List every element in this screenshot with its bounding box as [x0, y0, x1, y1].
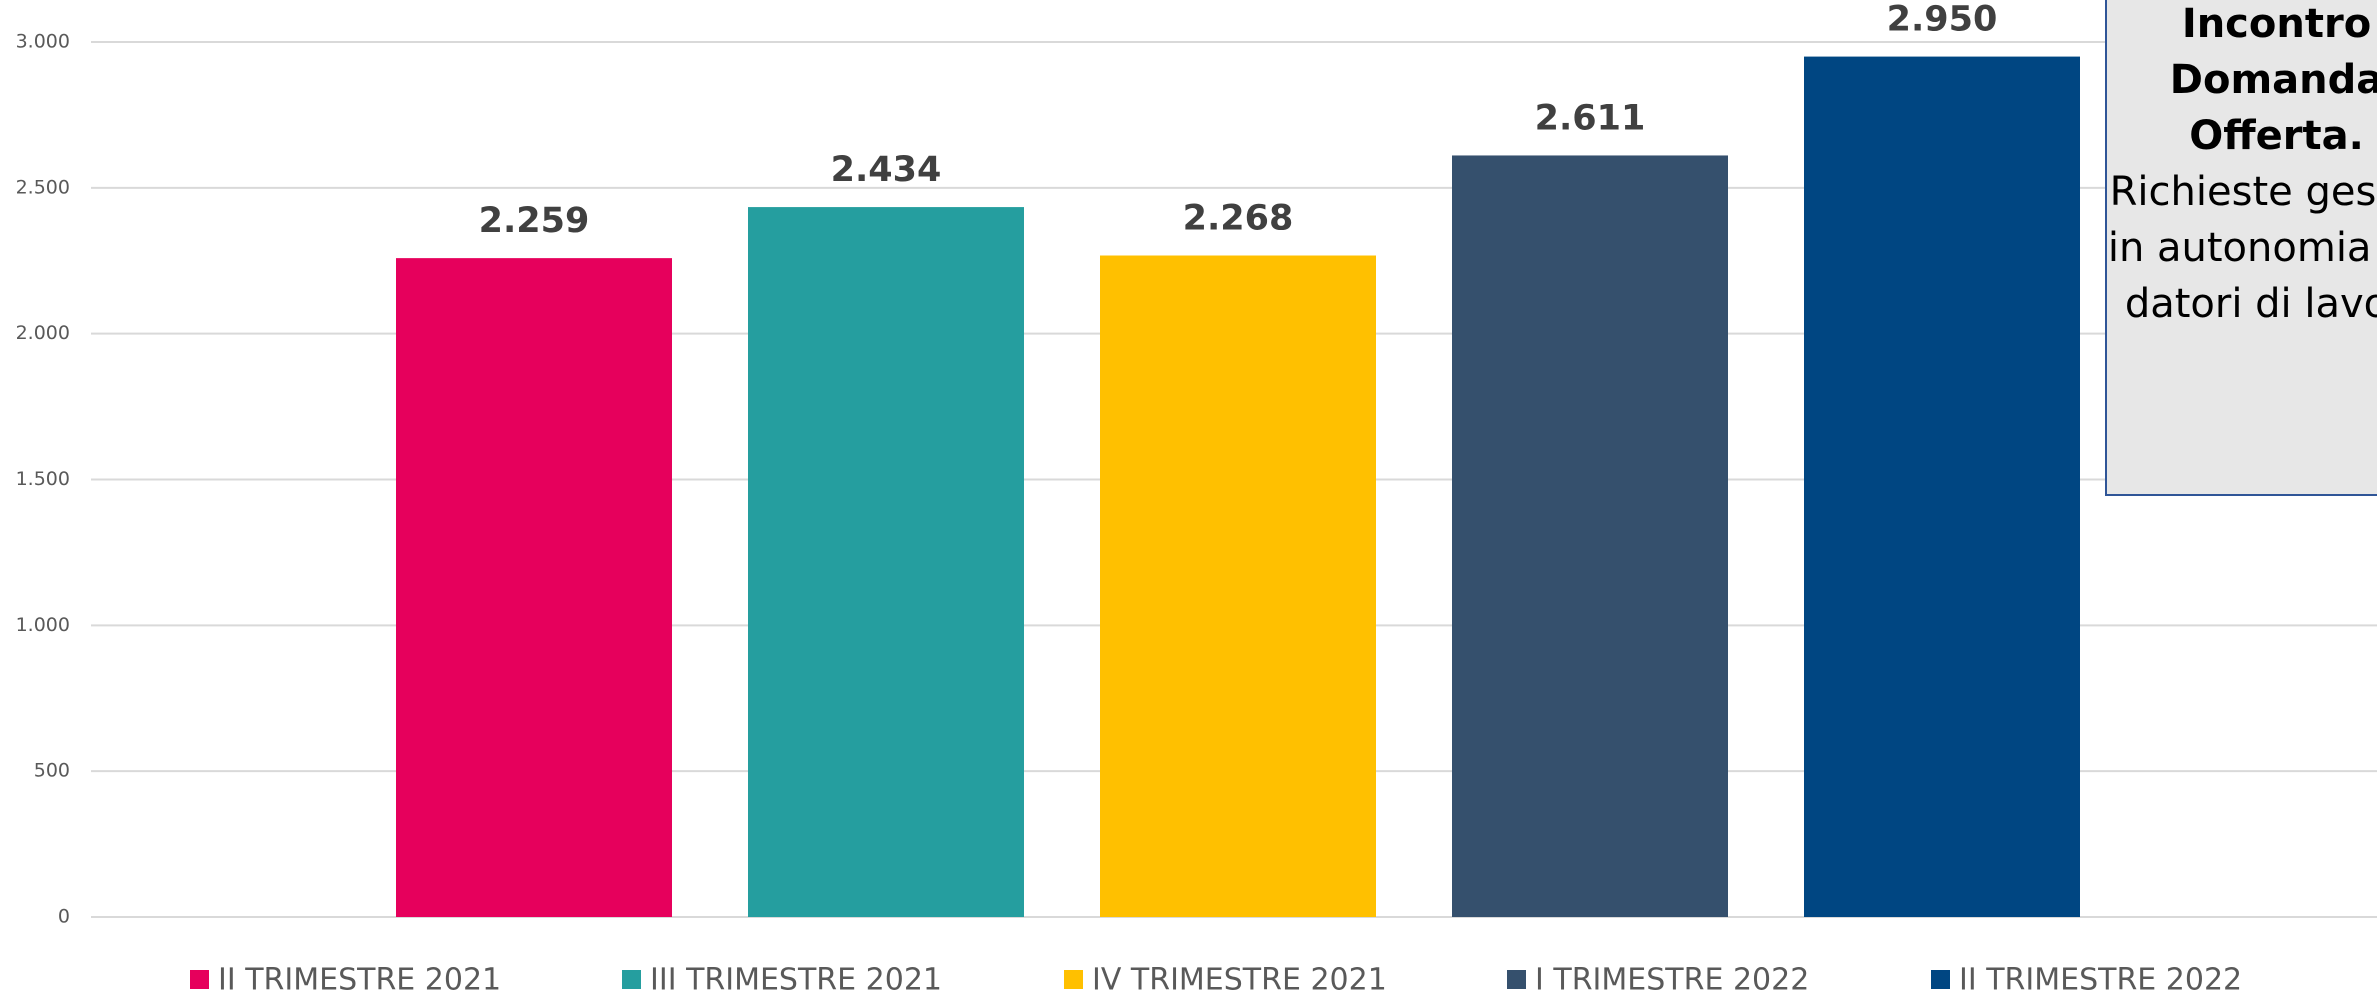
legend-swatch — [622, 970, 641, 989]
bar — [748, 207, 1024, 918]
bar — [396, 258, 672, 917]
value-label: 2.268 — [1183, 199, 1294, 239]
value-label: 2.259 — [479, 201, 590, 241]
annotation-box: Incontro Domanda Offerta.Richieste gesti… — [2105, 0, 2377, 496]
y-tick-label: 500 — [34, 760, 70, 782]
annotation-title: Incontro Domanda Offerta. — [2169, 1, 2377, 159]
value-label: 2.611 — [1535, 98, 1646, 138]
legend-swatch — [1064, 970, 1083, 989]
legend-label: III TRIMESTRE 2021 — [650, 963, 942, 994]
annotation-text: Richieste gestite in autonomia dai dator… — [2107, 169, 2377, 327]
bar — [1804, 56, 2080, 918]
y-tick-label: 3.000 — [16, 31, 70, 53]
y-tick-label: 0 — [58, 906, 70, 928]
bar — [1452, 155, 1728, 918]
legend-label: IV TRIMESTRE 2021 — [1092, 963, 1387, 994]
legend-swatch — [190, 970, 209, 989]
y-tick-label: 1.000 — [16, 614, 70, 636]
value-label: 2.434 — [831, 150, 942, 190]
y-tick-label: 2.000 — [16, 322, 70, 344]
bar — [1100, 255, 1376, 917]
legend-label: I TRIMESTRE 2022 — [1535, 963, 1809, 994]
legend-swatch — [1507, 970, 1526, 989]
legend-label: II TRIMESTRE 2021 — [218, 963, 501, 994]
y-tick-label: 2.500 — [16, 176, 70, 198]
value-label: 2.950 — [1887, 0, 1998, 40]
legend-label: II TRIMESTRE 2022 — [1959, 963, 2242, 994]
y-tick-label: 1.500 — [16, 468, 70, 490]
legend-swatch — [1931, 970, 1950, 989]
